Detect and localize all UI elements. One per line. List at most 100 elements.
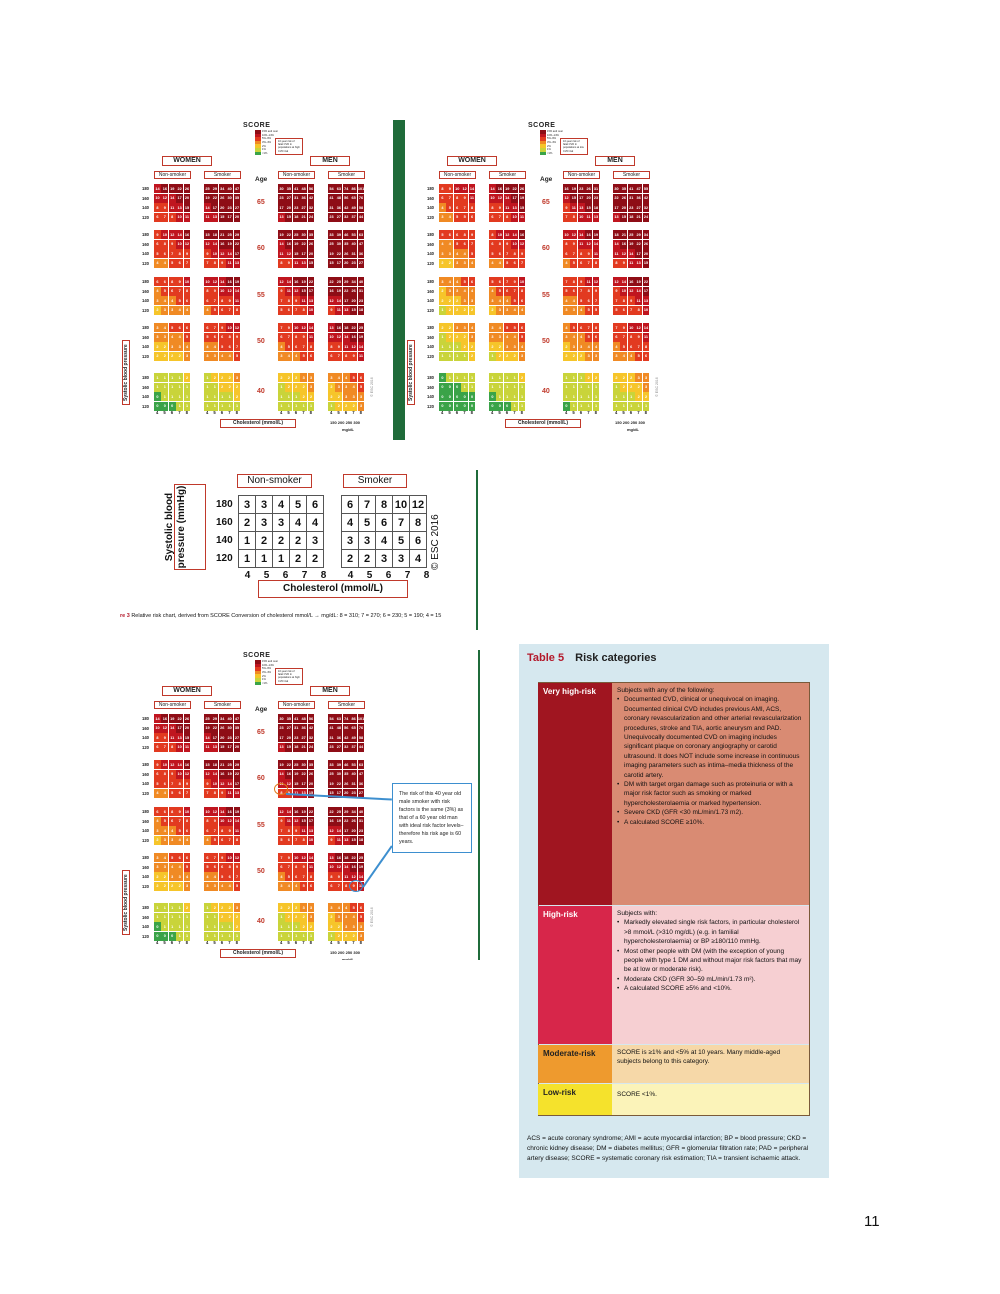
risk-cell: 11 — [168, 733, 176, 743]
risk-cell: 2 — [335, 401, 343, 411]
risk-cell: 14 — [342, 862, 350, 872]
risk-cell: 1 — [183, 392, 191, 402]
risk-cell: 2 — [218, 912, 226, 922]
risk-cell: 1 — [563, 373, 570, 383]
risk-cell: 12 — [168, 760, 176, 770]
risk-cell: 17 — [226, 742, 234, 752]
risk-cell: 4 — [278, 872, 285, 882]
risk-cell: 31 — [350, 779, 358, 789]
risk-cell: 12 — [350, 872, 358, 882]
risk-cell: 1 — [570, 392, 578, 402]
risk-cell: 9 — [496, 203, 504, 213]
chol-tick: 6 — [629, 410, 633, 415]
risk-cell: 1 — [278, 912, 285, 922]
risk-cell: 6 — [511, 258, 519, 268]
risk-cell: 3 — [461, 296, 469, 306]
risk-cell: 19 — [335, 286, 343, 296]
risk-cell: 0 — [503, 401, 511, 411]
risk-cell: 9 — [285, 258, 293, 268]
category-low-risk: Low-risk SCORE <1%. — [538, 1084, 809, 1115]
risk-cell: 20 — [342, 258, 350, 268]
bp-label: 160 — [427, 384, 434, 390]
grid-cell: 2 — [272, 531, 290, 550]
risk-cell: 1 — [496, 392, 504, 402]
risk-cell: 4 — [446, 212, 454, 222]
risk-cell: 19 — [335, 816, 343, 826]
risk-cell: 12 — [592, 277, 600, 287]
risk-cell: 14 — [489, 184, 496, 194]
risk-cell: 2 — [518, 373, 526, 383]
risk-cell: 42 — [342, 733, 350, 743]
risk-cell: 11 — [613, 249, 620, 259]
risk-cell: 1 — [620, 392, 628, 402]
risk-cell: 6 — [292, 342, 300, 352]
risk-cell: 5 — [453, 212, 461, 222]
risk-cell: 1 — [585, 401, 593, 411]
risk-cell: 1 — [218, 401, 226, 411]
risk-cell: 1 — [446, 342, 454, 352]
risk-cell: 1 — [511, 392, 519, 402]
risk-cell: 1 — [503, 373, 511, 383]
category-intro: Subjects with: — [617, 910, 658, 917]
risk-cell: 54 — [328, 714, 335, 724]
risk-cell: 9 — [285, 853, 293, 863]
risk-cell: 14 — [233, 286, 241, 296]
risk-cell: 6 — [328, 351, 335, 361]
risk-cell: 5 — [585, 305, 593, 315]
risk-cell: 8 — [453, 193, 461, 203]
risk-cell: 1 — [461, 351, 469, 361]
risk-cell: 7 — [300, 872, 308, 882]
risk-cell: 15 — [300, 286, 308, 296]
risk-cell: 2 — [439, 286, 446, 296]
risk-cell: 8 — [489, 230, 496, 240]
risk-cell: 15 — [285, 742, 293, 752]
risk-cell: 5 — [350, 373, 358, 383]
risk-cell: 12 — [300, 323, 308, 333]
risk-cell: 14 — [503, 193, 511, 203]
risk-cell: 4 — [577, 332, 585, 342]
age-label: 60 — [257, 245, 265, 252]
risk-cell: 17 — [335, 788, 343, 798]
risk-cell: 18 — [592, 203, 600, 213]
bp-label: 180 — [142, 716, 149, 721]
legend-item: 10%–14% — [255, 663, 278, 668]
risk-cell: 6 — [183, 296, 191, 306]
risk-cell: 8 — [461, 230, 469, 240]
grid-cell: 2 — [289, 531, 307, 550]
risk-cell: 17 — [642, 286, 650, 296]
risk-cell: 19 — [226, 239, 234, 249]
risk-cell: 6 — [496, 277, 504, 287]
risk-cell: 26 — [342, 779, 350, 789]
risk-cell: 1 — [570, 373, 578, 383]
risk-cell: 0 — [461, 392, 469, 402]
category-description: Subjects with any of the following: Docu… — [612, 683, 809, 905]
risk-cell: 27 — [233, 203, 241, 213]
grid-cell: 4 — [306, 513, 324, 532]
risk-cell: 22 — [335, 249, 343, 259]
risk-cell: 1 — [642, 401, 650, 411]
risk-cell: 30 — [613, 184, 620, 194]
risk-cell: 7 — [176, 286, 184, 296]
risk-cell: 1 — [577, 382, 585, 392]
risk-cell: 1 — [226, 392, 234, 402]
chol-tick: 5 — [163, 940, 166, 945]
risk-cell: 8 — [613, 258, 620, 268]
risk-cell: 12 — [226, 286, 234, 296]
women-label: WOMEN — [162, 686, 212, 696]
bp-label: 140 — [142, 251, 149, 257]
risk-cell: 7 — [503, 277, 511, 287]
risk-cell: 20 — [183, 723, 191, 733]
risk-cell: 14 — [285, 807, 293, 817]
risk-cell: 1 — [592, 392, 600, 402]
risk-cell: 1 — [226, 401, 234, 411]
risk-cell: 8 — [154, 733, 161, 743]
risk-cell: 15 — [292, 779, 300, 789]
risk-cell: 7 — [335, 881, 343, 891]
risk-cell: 14 — [278, 769, 285, 779]
table5-number: Table 5 — [527, 652, 565, 664]
risk-cell: 1 — [285, 392, 293, 402]
risk-cell: 1 — [161, 903, 169, 913]
risk-cell: 3 — [168, 305, 176, 315]
risk-cell: 0 — [161, 401, 169, 411]
